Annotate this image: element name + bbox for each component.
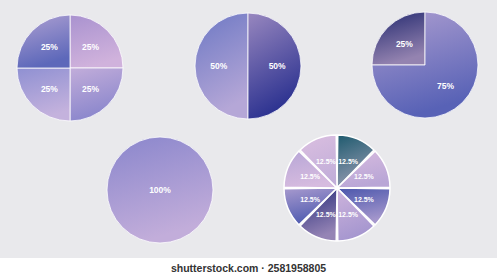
data-label: 50% xyxy=(269,61,286,71)
data-label: 25% xyxy=(41,84,58,94)
data-label: 100% xyxy=(149,185,171,195)
pie-slice xyxy=(248,13,301,119)
pie-slice xyxy=(372,12,478,118)
pie-slice xyxy=(195,13,248,119)
pie-slice xyxy=(17,68,70,121)
pie-slice xyxy=(372,12,425,65)
watermark: shutterstock.com · 2581958805 xyxy=(171,262,326,274)
pie-slice xyxy=(284,188,337,225)
data-label: 25% xyxy=(82,84,99,94)
data-label: 12.5% xyxy=(316,158,337,165)
data-label: 12.5% xyxy=(300,173,321,180)
canvas: 25%25%25%25%50%50%25%75%100%12.5%12.5%12… xyxy=(0,0,497,280)
pie-slice xyxy=(300,135,337,188)
pie-chart: 25% 75% xyxy=(372,12,478,118)
pie-slice xyxy=(17,15,70,68)
data-label: 12.5% xyxy=(354,173,375,180)
pie-slice xyxy=(107,137,213,243)
data-label: 50% xyxy=(210,61,227,71)
data-label: 12.5% xyxy=(338,211,359,218)
pie-slice xyxy=(70,68,123,121)
pie-slice xyxy=(70,15,123,68)
data-label: 75% xyxy=(437,81,454,91)
pie-slice xyxy=(337,151,390,188)
background xyxy=(0,0,497,258)
pie-slice xyxy=(337,188,374,241)
pie-chart: 25% 25% 25% 25% xyxy=(17,15,123,121)
pie-chart: 100% xyxy=(107,137,213,243)
data-label: 12.5% xyxy=(354,196,375,203)
data-label: 25% xyxy=(396,39,413,49)
data-label: 12.5% xyxy=(316,211,337,218)
data-label: 12.5% xyxy=(338,158,359,165)
data-label: 25% xyxy=(82,42,99,52)
pie-chart: 12.5%12.5%12.5%12.5%12.5%12.5%12.5%12.5% xyxy=(284,135,390,241)
data-label: 25% xyxy=(41,42,58,52)
data-label: 12.5% xyxy=(300,196,321,203)
pie-chart: 50% 50% xyxy=(195,13,301,119)
